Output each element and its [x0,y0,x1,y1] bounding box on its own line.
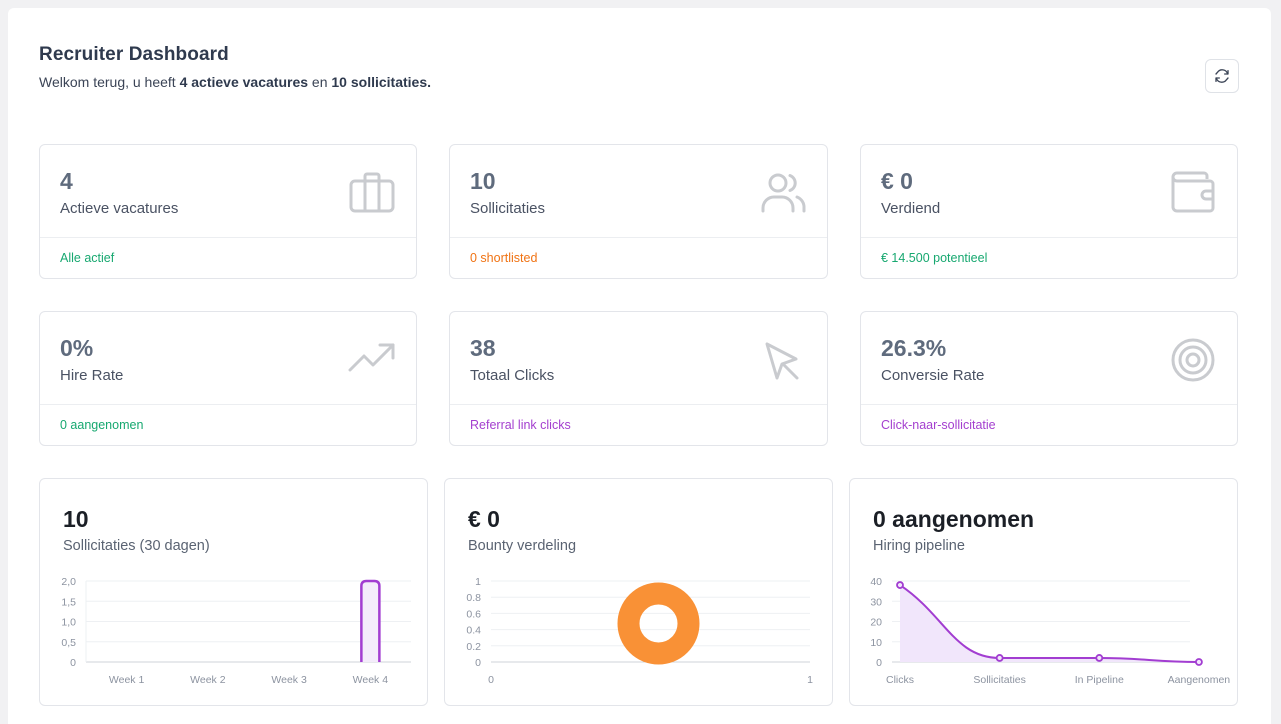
y-tick-label: 2,0 [61,576,76,588]
y-tick-label: 30 [870,596,882,608]
chart-card-applications: 10 Sollicitaties (30 dagen) 0 0,5 1,0 1,5 2,… [39,478,428,706]
y-tick-label: 0.6 [466,608,481,620]
target-icon [1171,338,1215,382]
data-point [1195,658,1203,666]
briefcase-icon [349,172,395,213]
y-tick-label: 1 [475,576,481,588]
chart-value: € 0 [468,506,500,532]
stat-value: 10 [470,168,496,194]
stat-card-total-clicks: 38 Totaal Clicks Referral link clicks [449,311,828,446]
stat-value: 4 [60,168,73,194]
y-tick-label: 0,5 [61,637,76,649]
stat-label: Actieve vacatures [60,200,179,217]
chart-value: 0 aangenomen [873,506,1035,532]
x-tick-label: Aangenomen [1168,674,1231,686]
chart-label: Hiring pipeline [873,538,965,554]
refresh-icon [1215,69,1229,83]
x-tick-label: Week 4 [353,674,389,686]
data-point [896,581,904,589]
stat-footer: 0 aangenomen [60,418,144,432]
x-tick-label: In Pipeline [1075,674,1124,686]
y-tick-label: 1,0 [61,617,76,629]
x-tick-label: Week 2 [190,674,226,686]
cursor-icon [765,342,799,380]
applications-text: 10 sollicitaties. [331,74,431,90]
welcome-connector: en [308,74,332,90]
stat-value: € 0 [881,168,913,194]
stat-card-active-vacancies: 4 Actieve vacatures Alle actief [39,144,417,279]
y-tick-label: 0.8 [466,592,481,604]
trending-up-icon [348,343,395,372]
x-tick-label: Week 1 [109,674,145,686]
dashboard-panel: Recruiter Dashboard Welkom terug, u heef… [8,8,1271,724]
bar [360,579,381,662]
x-tick-label: 1 [807,674,813,686]
y-tick-label: 0.2 [466,641,481,653]
stat-value: 0% [60,335,94,361]
stat-label: Verdiend [881,200,941,217]
y-tick-label: 10 [870,637,882,649]
card-divider [450,237,827,238]
stat-label: Conversie Rate [881,367,985,384]
y-tick-label: 0 [475,657,481,669]
stat-footer: 0 shortlisted [470,251,538,265]
stat-card-earned: € 0 Verdiend € 14.500 potentieel [860,144,1238,279]
pipeline-area-chart: 0 10 20 30 40 Clicks Sollicitaties In Pipeline A… [870,576,1231,686]
stat-card-conversion-rate: 26.3% Conversie Rate Click-naar-sollicit… [860,311,1238,446]
stat-footer: Alle actief [60,251,115,265]
y-tick-label: 0 [70,657,76,669]
chart-value: 10 [63,506,89,532]
page-title: Recruiter Dashboard [39,44,229,65]
stat-label: Sollicitaties [470,200,546,217]
data-point [1095,654,1104,662]
stat-label: Hire Rate [60,367,124,384]
stat-value: 26.3% [881,335,947,361]
stat-value: 38 [470,335,496,361]
chart-card-bounty: € 0 Bounty verdeling 0 0.2 0.4 0.6 0.8 1 0 1 [444,478,833,706]
y-tick-label: 0 [876,657,882,669]
welcome-subtitle: Welkom terug, u heeft 4 actieve vacature… [39,74,431,90]
card-divider [40,237,416,238]
stat-footer: Click-naar-sollicitatie [881,418,996,432]
x-tick-label: Clicks [886,674,914,686]
series-line [899,584,1199,663]
x-tick-label: Week 3 [271,674,307,686]
bounty-donut-chart: 0 0.2 0.4 0.6 0.8 1 0 1 [466,576,813,686]
welcome-text: Welkom terug, u heeft [39,74,180,90]
applications-bar-chart: 0 0,5 1,0 1,5 2,0 Week 1 Week 2 Week 3 Week 4 [61,576,411,686]
stat-footer: € 14.500 potentieel [881,251,988,265]
x-tick-label: Sollicitaties [973,674,1026,686]
chart-label: Bounty verdeling [468,538,577,554]
refresh-button[interactable] [1205,59,1239,93]
card-divider [861,237,1237,238]
x-tick-label: 0 [488,674,494,686]
stat-footer: Referral link clicks [470,418,571,432]
y-tick-label: 1,5 [61,596,76,608]
stat-label: Totaal Clicks [470,367,555,384]
card-divider [450,404,827,405]
card-divider [861,404,1237,405]
card-divider [40,404,416,405]
stat-card-hire-rate: 0% Hire Rate 0 aangenomen [39,311,417,446]
chart-label: Sollicitaties (30 dagen) [63,538,210,554]
area-fill [900,585,1199,662]
donut-slice [617,582,700,665]
y-tick-label: 40 [870,576,882,588]
y-tick-label: 20 [870,617,882,629]
stat-card-applications: 10 Sollicitaties 0 shortlisted [449,144,828,279]
chart-card-pipeline: 0 aangenomen Hiring pipeline 0 10 20 30 40 Cl… [849,478,1238,706]
users-icon [761,173,806,213]
wallet-icon [1171,171,1215,213]
y-tick-label: 0.4 [466,625,481,637]
data-point [995,654,1004,662]
active-vacancies-text: 4 actieve vacatures [179,74,309,90]
